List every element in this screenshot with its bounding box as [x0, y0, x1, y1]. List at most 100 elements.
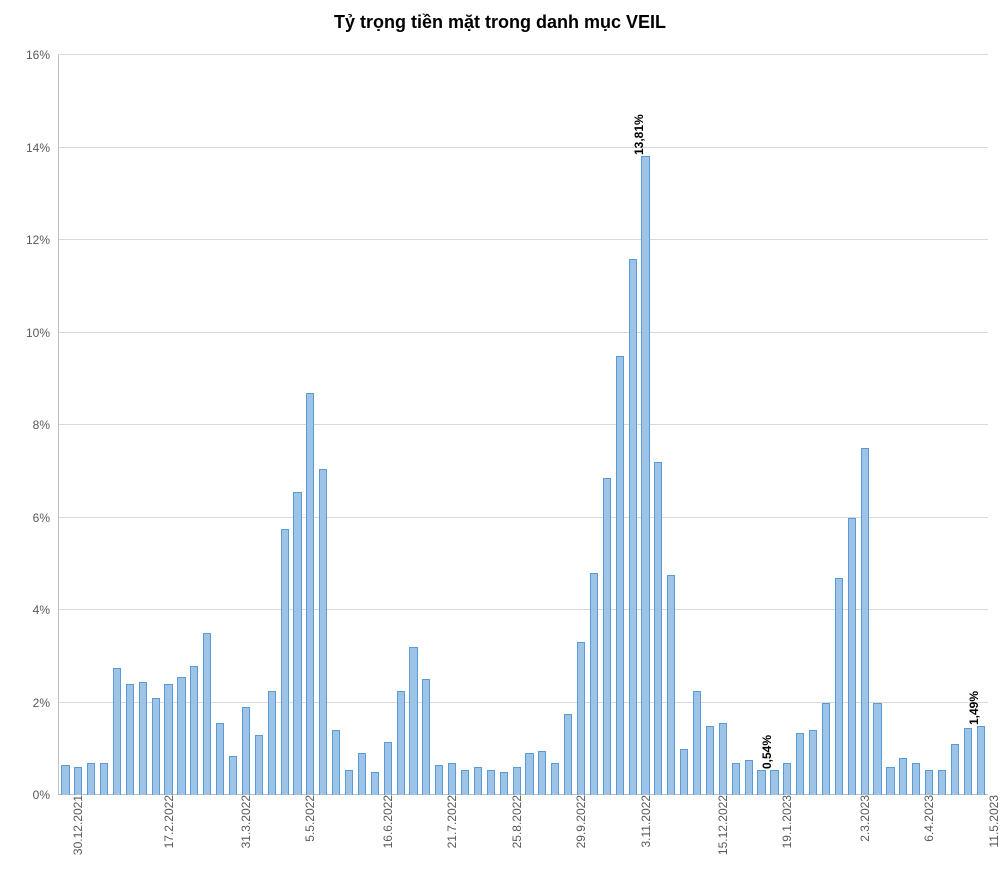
bar	[525, 753, 533, 795]
bar	[667, 575, 675, 795]
bar-slot	[679, 55, 690, 795]
bar-slot: 3.11.2022	[627, 55, 638, 795]
bar-slot: 30.12.2021	[60, 55, 71, 795]
bar-slot	[924, 55, 935, 795]
bar	[925, 770, 933, 795]
bar-slot	[318, 55, 329, 795]
bar	[693, 691, 701, 795]
bar	[87, 763, 95, 795]
bar	[513, 767, 521, 795]
bar-slot	[112, 55, 123, 795]
bar-slot	[666, 55, 677, 795]
bar	[629, 259, 637, 796]
bar-slot	[717, 55, 728, 795]
bar	[706, 726, 714, 795]
bar-slot	[601, 55, 612, 795]
bar-slot	[692, 55, 703, 795]
bar-slot	[537, 55, 548, 795]
bar	[100, 763, 108, 795]
bar-slot	[653, 55, 664, 795]
bar	[757, 770, 765, 795]
bar-slot	[86, 55, 97, 795]
x-tick-label: 25.8.2022	[504, 795, 524, 848]
bar	[822, 703, 830, 796]
bar	[255, 735, 263, 795]
bar-slot	[137, 55, 148, 795]
bar-slot	[962, 55, 973, 795]
bar-slot	[395, 55, 406, 795]
bar: 13,81%	[641, 156, 649, 795]
bar	[229, 756, 237, 795]
bar-slot	[576, 55, 587, 795]
bar-slot: 5.5.2022	[292, 55, 303, 795]
bar-slot	[124, 55, 135, 795]
bar-slot	[215, 55, 226, 795]
bar-slot	[473, 55, 484, 795]
bar	[74, 767, 82, 795]
bar-slot	[821, 55, 832, 795]
bar	[242, 707, 250, 795]
bar	[500, 772, 508, 795]
chart-container: Tỷ trọng tiền mặt trong danh mục VEIL 0%…	[0, 0, 1000, 890]
bar-slot	[756, 55, 767, 795]
bar	[281, 529, 289, 795]
bar-slot: 1,49%11.5.2023	[975, 55, 986, 795]
bar-slot	[382, 55, 393, 795]
bar	[345, 770, 353, 795]
bar	[332, 730, 340, 795]
bars-layer: 30.12.202117.2.202231.3.20225.5.202216.6…	[58, 55, 988, 795]
x-tick-label: 17.2.2022	[156, 795, 176, 848]
y-tick-label: 2%	[33, 696, 58, 710]
bar	[190, 666, 198, 796]
bar-value-label: 0,54%	[760, 735, 774, 771]
bar	[306, 393, 314, 795]
bar	[783, 763, 791, 795]
bar	[152, 698, 160, 795]
bar	[461, 770, 469, 795]
bar-slot	[163, 55, 174, 795]
y-tick-label: 0%	[33, 788, 58, 802]
bar-slot	[524, 55, 535, 795]
bar	[873, 703, 881, 796]
x-tick-label: 15.12.2022	[710, 795, 730, 855]
bar	[964, 728, 972, 795]
bar	[126, 684, 134, 795]
bar: 1,49%	[977, 726, 985, 795]
bar-value-label: 13,81%	[632, 115, 646, 158]
bar	[551, 763, 559, 795]
bar-slot	[614, 55, 625, 795]
bar-slot	[782, 55, 793, 795]
x-tick-label: 2.3.2023	[852, 795, 872, 842]
bar	[164, 684, 172, 795]
x-tick-label: 11.5.2023	[981, 795, 1000, 848]
x-tick-label: 3.11.2022	[633, 795, 653, 848]
bar-slot	[189, 55, 200, 795]
bar-slot	[872, 55, 883, 795]
y-tick-label: 16%	[26, 48, 58, 62]
bar-slot	[885, 55, 896, 795]
y-tick-label: 10%	[26, 326, 58, 340]
bar	[358, 753, 366, 795]
bar	[397, 691, 405, 795]
bar	[899, 758, 907, 795]
bar-slot	[408, 55, 419, 795]
bar: 0,54%	[770, 770, 778, 795]
bar	[293, 492, 301, 795]
bar-slot	[833, 55, 844, 795]
y-tick-label: 14%	[26, 141, 58, 155]
bar-slot	[266, 55, 277, 795]
bar	[474, 767, 482, 795]
bar-slot: 17.2.2022	[150, 55, 161, 795]
bar-slot	[743, 55, 754, 795]
bar	[886, 767, 894, 795]
bar	[616, 356, 624, 795]
x-tick-label: 29.9.2022	[568, 795, 588, 848]
bar-slot: 0,54%19.1.2023	[769, 55, 780, 795]
bar-slot: 6.4.2023	[911, 55, 922, 795]
bar-slot: 31.3.2022	[228, 55, 239, 795]
bar	[564, 714, 572, 795]
bar-slot	[279, 55, 290, 795]
bar	[861, 448, 869, 795]
bar-slot: 21.7.2022	[434, 55, 445, 795]
bar-slot	[808, 55, 819, 795]
